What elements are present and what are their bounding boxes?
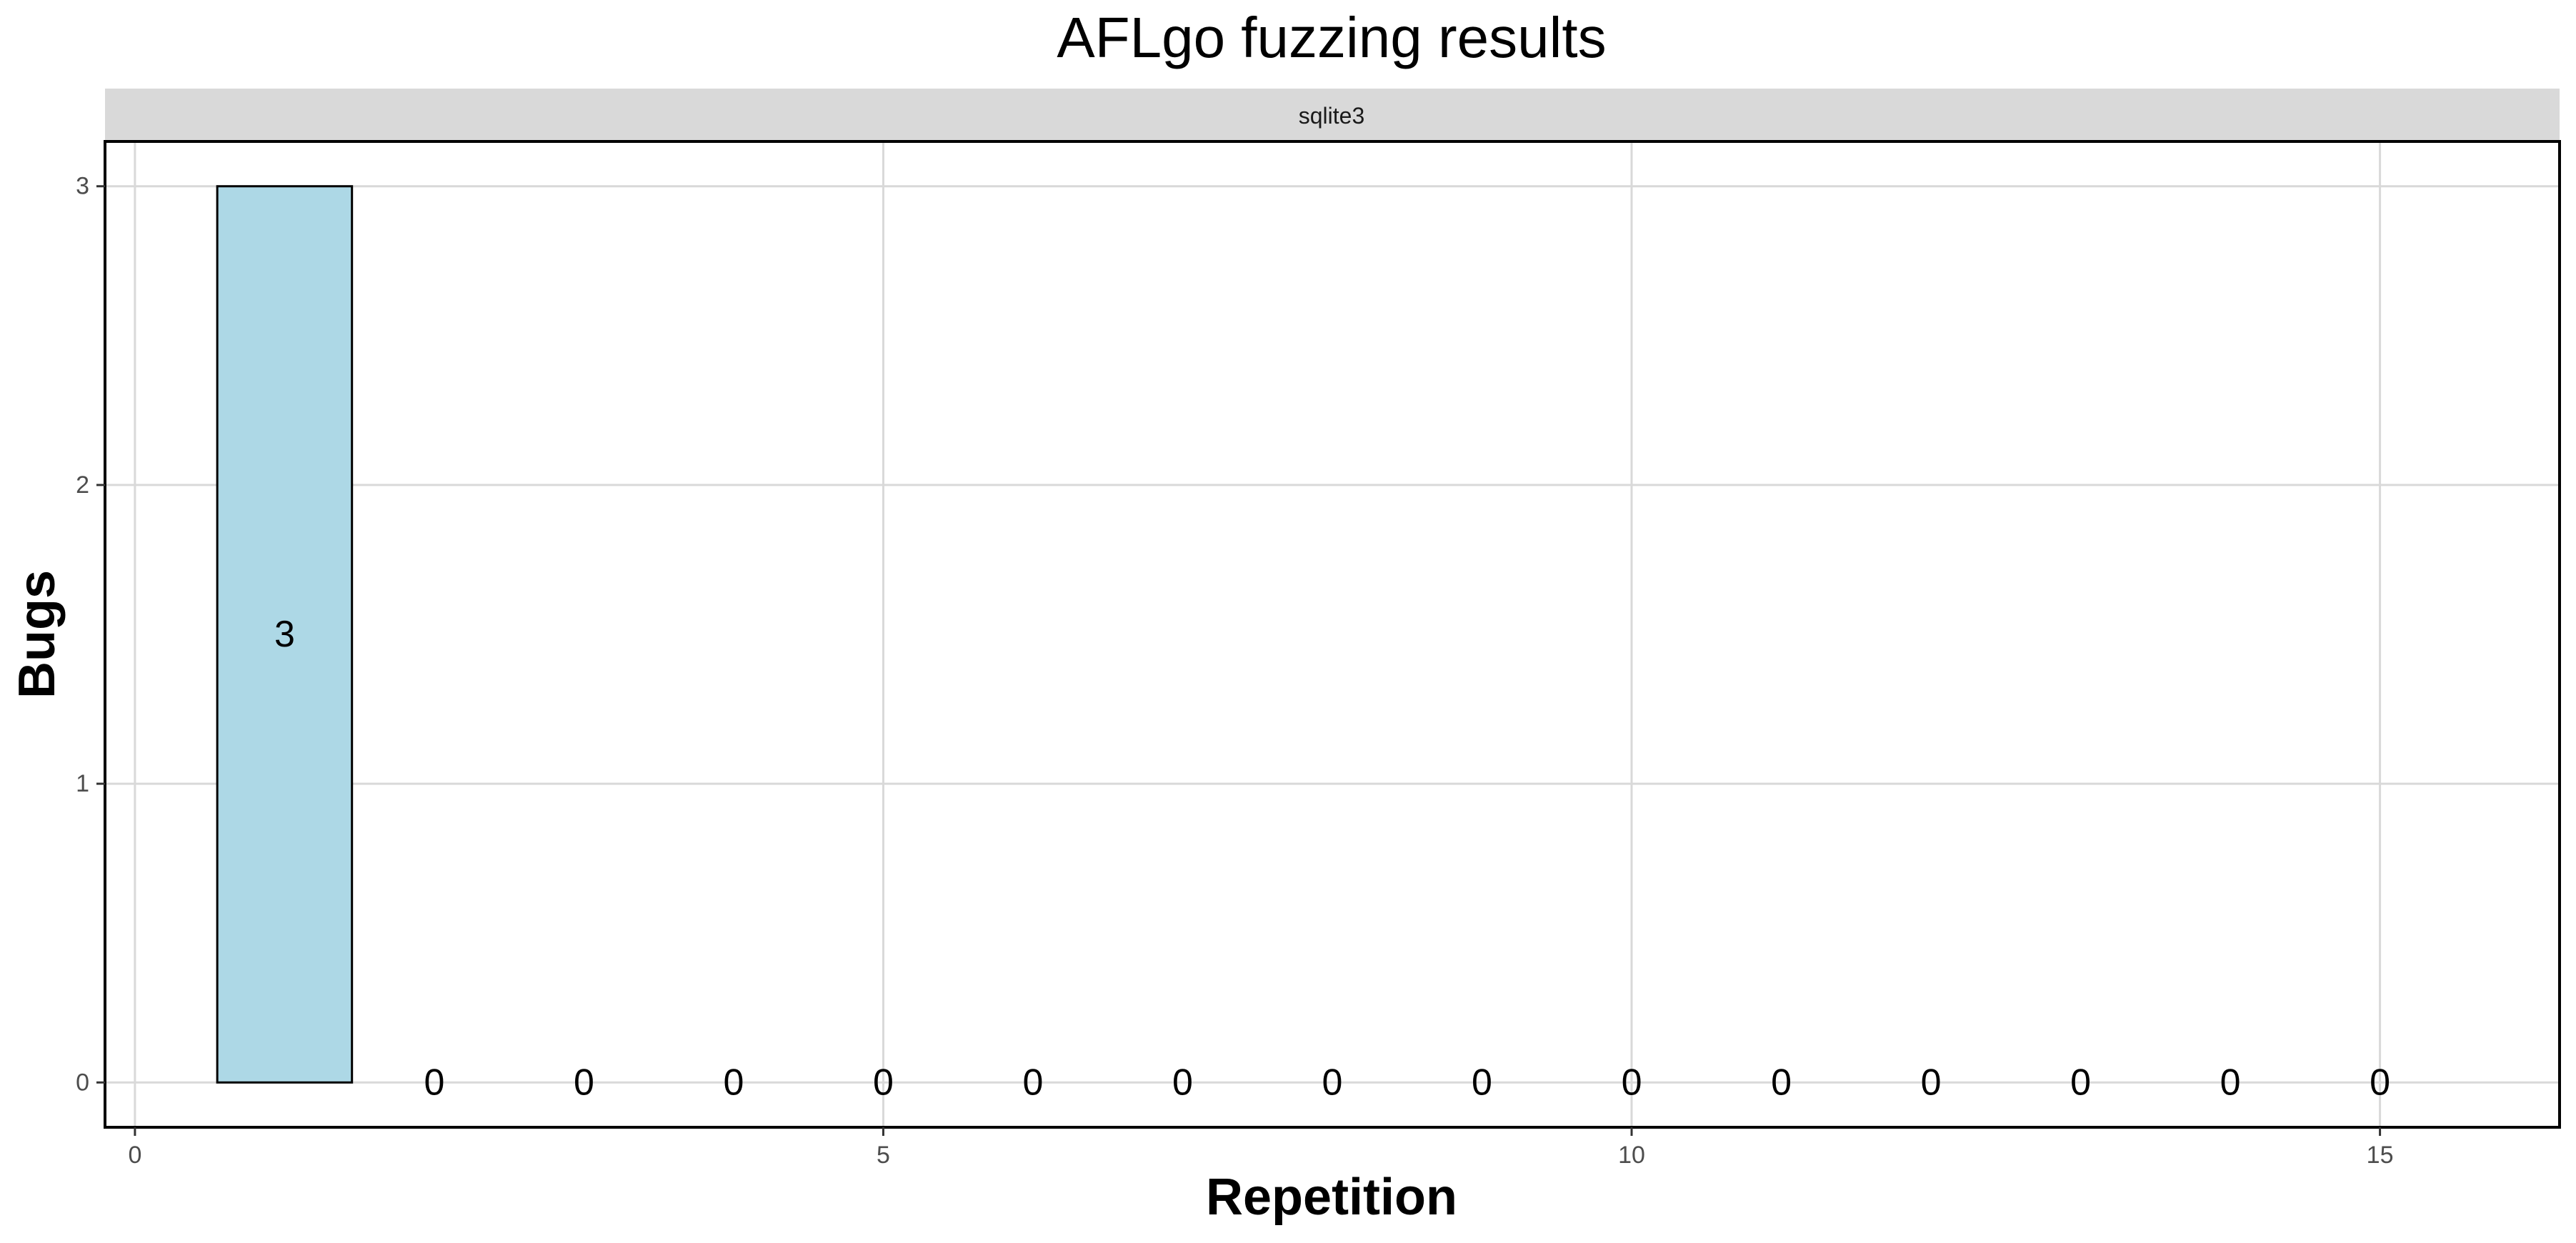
data-label-repetition-11: 0 xyxy=(1771,1062,1792,1103)
data-label-repetition-13: 0 xyxy=(2070,1062,2091,1103)
x-tick-label: 15 xyxy=(2367,1142,2394,1169)
data-label-repetition-14: 0 xyxy=(2220,1062,2241,1103)
y-tick-label: 0 xyxy=(76,1069,89,1096)
x-axis: 0 5 10 15 xyxy=(128,1127,2393,1169)
bar-repetition-1 xyxy=(216,185,354,1084)
y-axis-title: Bugs xyxy=(9,570,66,699)
y-tick-label: 1 xyxy=(76,770,89,797)
data-label-repetition-2: 0 xyxy=(424,1062,444,1103)
data-label-repetition-1: 3 xyxy=(274,614,295,655)
data-labels: 3 0 0 0 0 0 0 0 0 0 0 0 0 0 0 xyxy=(274,614,2390,1103)
gridlines xyxy=(105,141,2560,1127)
data-label-repetition-4: 0 xyxy=(723,1062,744,1103)
plot-panel-border xyxy=(104,140,2561,1129)
data-label-repetition-8: 0 xyxy=(1322,1062,1343,1103)
x-tick-label: 5 xyxy=(877,1142,890,1169)
y-tick-label: 3 xyxy=(76,173,89,200)
data-label-repetition-3: 0 xyxy=(574,1062,594,1103)
data-label-repetition-10: 0 xyxy=(1622,1062,1642,1103)
x-tick-label: 0 xyxy=(128,1142,141,1169)
y-axis: 0 1 2 3 xyxy=(76,173,105,1096)
data-label-repetition-9: 0 xyxy=(1472,1062,1492,1103)
data-label-repetition-15: 0 xyxy=(2370,1062,2390,1103)
data-label-repetition-6: 0 xyxy=(1023,1062,1044,1103)
x-axis-title: Repetition xyxy=(1206,1169,1457,1226)
bars xyxy=(216,185,354,1084)
y-tick-label: 2 xyxy=(76,471,89,499)
x-tick-label: 10 xyxy=(1618,1142,1645,1169)
data-label-repetition-12: 0 xyxy=(1921,1062,1942,1103)
plot-panel-background xyxy=(105,141,2560,1127)
data-label-repetition-7: 0 xyxy=(1172,1062,1193,1103)
chart-title: AFLgo fuzzing results xyxy=(1057,6,1606,69)
data-label-repetition-5: 0 xyxy=(873,1062,894,1103)
facet-strip xyxy=(105,89,2560,141)
facet-strip-label: sqlite3 xyxy=(1299,103,1365,129)
